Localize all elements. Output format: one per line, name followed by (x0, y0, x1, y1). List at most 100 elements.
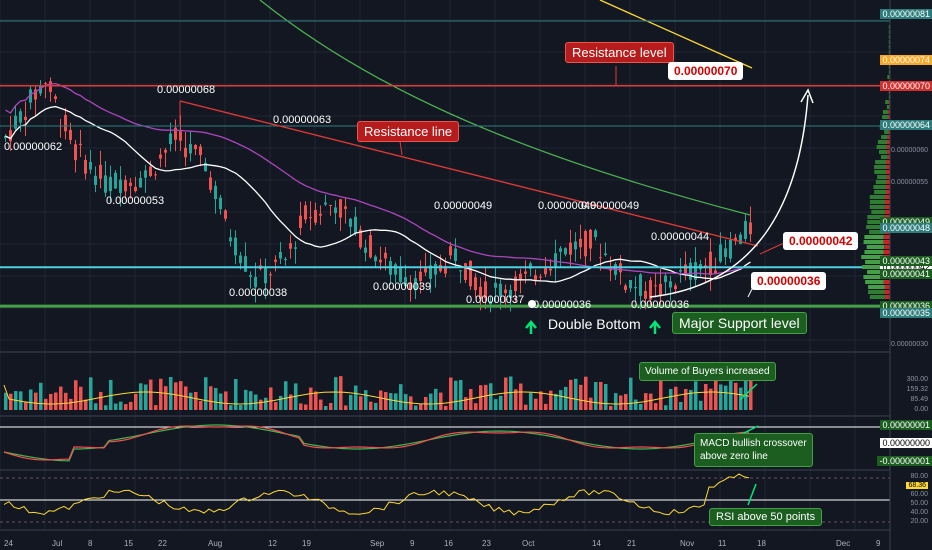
candle-body (424, 268, 427, 273)
candle-body (534, 275, 537, 282)
volume-bar (584, 376, 588, 410)
volume-bar (59, 386, 63, 410)
volume-bar (509, 376, 513, 410)
volume-bar (234, 378, 238, 410)
price-tag: 0.00000048 (880, 223, 932, 234)
volume-bar (434, 388, 438, 410)
volume-profile-bar-sell (883, 240, 890, 244)
volume-bar (449, 377, 453, 410)
ma-green-line (259, 0, 751, 216)
volume-ma-line (3, 384, 750, 405)
swing-label-11: 0.00000049 (581, 200, 640, 212)
volume-profile-bar (888, 30, 890, 34)
candle-body (54, 96, 57, 100)
volume-profile-bar-sell (884, 200, 890, 204)
candle-body (174, 127, 177, 140)
time-axis-label: 22 (158, 539, 167, 548)
volume-bar (689, 389, 693, 410)
volume-bar (489, 383, 493, 410)
candle-body (579, 238, 582, 248)
volume-profile-bar-sell (888, 115, 890, 119)
candle-body (659, 283, 662, 296)
volume-bar (624, 394, 628, 410)
candle-body (409, 282, 412, 290)
time-axis-label: 9 (410, 539, 415, 548)
volume-profile-bar (875, 180, 887, 184)
candle-body (79, 143, 82, 145)
volume-bar (479, 385, 483, 410)
candle-body (289, 243, 292, 249)
macd-pointer (741, 425, 759, 435)
swing-label-5: 0.00000038 (229, 287, 288, 299)
candle-body (529, 263, 532, 269)
resistance-level-note: Resistance level (565, 42, 674, 63)
volume-bar (109, 379, 113, 410)
volume-bar (369, 401, 373, 410)
volume-bar (679, 401, 683, 410)
candle-body (299, 215, 302, 229)
volume-bar (614, 393, 618, 410)
volume-profile-bar (864, 250, 884, 254)
volume-bar (714, 379, 718, 410)
volume-bar (89, 377, 93, 410)
volume-profile-bar (867, 270, 885, 274)
volume-bar (49, 393, 53, 410)
volume-bar (199, 400, 203, 410)
candle-body (244, 256, 247, 272)
volume-bar (464, 397, 468, 410)
volume-profile-bar-sell (886, 190, 890, 194)
volume-bar (339, 376, 343, 410)
candle-body (74, 144, 77, 161)
macd-axis-label: -0.00000001 (877, 456, 932, 466)
volume-profile-bar-sell (887, 135, 890, 139)
candle-body (159, 154, 162, 159)
volume-bar (649, 393, 653, 410)
candle-body (509, 289, 512, 298)
swing-label-13: 0.00000036 (631, 299, 690, 311)
volume-bar (279, 395, 283, 410)
candle-body (254, 276, 257, 288)
volume-profile-bar (869, 195, 885, 199)
double-bottom-marker (528, 300, 536, 308)
candle-body (399, 267, 402, 282)
candle-body (554, 253, 557, 267)
rsi-note: RSI above 50 points (709, 508, 823, 526)
volume-bar (319, 399, 323, 410)
volume-bar (544, 403, 548, 410)
candle-body (559, 248, 562, 252)
volume-bar (474, 403, 478, 410)
candle-body (719, 244, 722, 262)
price-tag: 0.00000042 (880, 262, 932, 273)
candle-body (419, 271, 422, 281)
volume-profile-bar (888, 95, 890, 99)
candle-body (679, 269, 682, 272)
volume-bar (214, 388, 218, 410)
volume-bar (289, 394, 293, 410)
rsi-axis-label: 60.00 (910, 491, 928, 498)
macd-axis-label: 0.00000000 (880, 438, 932, 448)
resistance-line-pointer (399, 140, 403, 156)
volume-bar (284, 381, 288, 410)
candle-body (169, 133, 172, 145)
time-axis-label: 15 (124, 539, 133, 548)
candle-body (349, 218, 352, 227)
volume-profile-bar (886, 105, 890, 109)
candle-body (639, 274, 642, 296)
time-axis-label: 9 (876, 539, 881, 548)
rsi-axis-label: 80.00 (910, 473, 928, 480)
volume-bar (574, 378, 578, 410)
candle-body (629, 279, 632, 289)
candle-body (269, 274, 272, 276)
candle-body (224, 210, 227, 219)
volume-profile-bar (881, 135, 888, 139)
candle-body (469, 260, 472, 287)
volume-profile-bar-sell (886, 175, 890, 179)
volume-bar (69, 398, 73, 410)
volume-bar (579, 384, 583, 410)
volume-bar (79, 386, 83, 410)
volume-profile-bar-sell (887, 155, 890, 159)
candle-body (64, 115, 67, 132)
candle-body (4, 136, 7, 138)
volume-bar (379, 390, 383, 410)
volume-profile-bar (869, 295, 885, 299)
